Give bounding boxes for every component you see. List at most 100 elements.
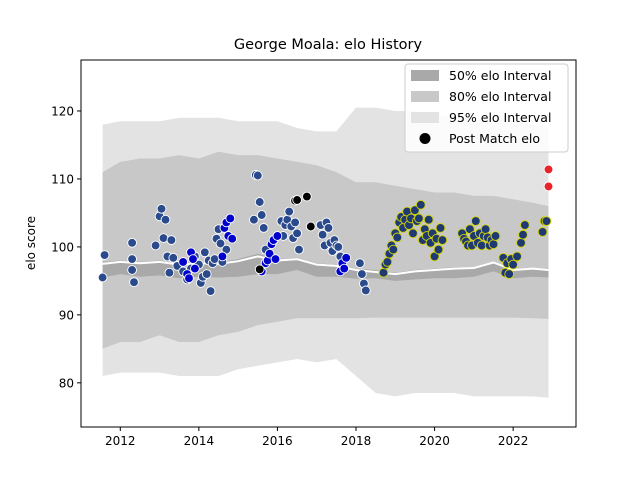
data-point xyxy=(258,223,269,233)
data-point xyxy=(199,247,210,258)
series-3 xyxy=(378,199,552,279)
x-tick-label: 2022 xyxy=(498,434,529,448)
data-point xyxy=(414,213,424,224)
data-point xyxy=(518,229,528,240)
legend-swatch-50 xyxy=(411,70,439,81)
plot-frame xyxy=(80,59,577,428)
data-point xyxy=(339,263,350,274)
data-point xyxy=(225,213,236,224)
legend-swatch-95 xyxy=(411,112,439,123)
data-point xyxy=(264,248,275,259)
data-point xyxy=(164,267,175,278)
data-point xyxy=(423,214,434,225)
data-point xyxy=(508,259,518,270)
data-point xyxy=(360,285,371,296)
data-point xyxy=(156,203,167,214)
data-point xyxy=(215,238,226,249)
chart-title: George Moala: elo History xyxy=(234,37,423,53)
legend-label-95: 95% elo Interval xyxy=(449,110,551,125)
y-axis-label: elo score xyxy=(24,216,38,270)
data-point xyxy=(470,216,481,226)
data-point xyxy=(543,164,554,175)
y-tick-label: 110 xyxy=(51,172,74,186)
legend-swatch-80 xyxy=(411,91,439,102)
data-point xyxy=(480,224,491,235)
data-point xyxy=(323,223,334,233)
data-point xyxy=(166,235,177,245)
x-tick-label: 2020 xyxy=(419,434,450,448)
y-tick-label: 100 xyxy=(51,240,74,254)
data-point xyxy=(217,251,228,262)
data-point xyxy=(129,277,139,288)
data-point xyxy=(290,217,300,228)
y-tick-label: 90 xyxy=(59,308,74,322)
data-point xyxy=(272,231,283,241)
legend: 50% elo Interval 80% elo Interval 95% el… xyxy=(404,63,569,153)
data-point xyxy=(99,250,110,260)
data-point xyxy=(433,244,444,255)
data-point xyxy=(127,237,137,248)
data-point xyxy=(294,244,304,255)
data-point xyxy=(190,263,200,274)
data-point xyxy=(378,267,389,278)
plot-area xyxy=(97,107,554,398)
data-point xyxy=(205,286,216,296)
legend-label-80: 80% elo Interval xyxy=(449,89,551,104)
legend-frame xyxy=(404,63,569,153)
data-point xyxy=(127,265,137,275)
data-point xyxy=(488,239,499,250)
data-point xyxy=(516,237,526,248)
data-point xyxy=(160,214,171,225)
x-tick-label: 2012 xyxy=(105,434,136,448)
data-point xyxy=(317,229,328,240)
x-tick-label: 2018 xyxy=(341,434,372,448)
data-point xyxy=(127,254,137,264)
data-point xyxy=(543,181,554,192)
legend-marker-post-match xyxy=(419,133,431,144)
data-point xyxy=(270,254,281,264)
data-point xyxy=(184,273,194,284)
data-point xyxy=(256,210,267,220)
data-point xyxy=(254,264,265,275)
data-point xyxy=(520,220,530,230)
x-tick-label: 2014 xyxy=(184,434,215,448)
data-point xyxy=(168,252,179,263)
data-point xyxy=(254,197,265,207)
data-point xyxy=(382,257,393,267)
data-point xyxy=(150,240,161,251)
band-50-interval xyxy=(102,253,549,281)
data-point xyxy=(541,216,552,226)
data-point xyxy=(408,228,418,239)
data-point xyxy=(292,195,302,205)
data-point xyxy=(158,233,169,243)
data-point xyxy=(252,170,263,181)
y-tick-label: 80 xyxy=(59,376,74,390)
data-point xyxy=(178,257,188,267)
data-point xyxy=(201,269,212,279)
data-point xyxy=(490,231,501,241)
data-point xyxy=(188,254,198,264)
x-tick-label: 2016 xyxy=(262,434,293,448)
series-0 xyxy=(97,170,371,296)
data-point xyxy=(437,235,448,245)
data-point xyxy=(537,227,548,237)
data-point xyxy=(392,232,403,243)
legend-label-50: 50% elo Interval xyxy=(449,68,551,83)
data-point xyxy=(284,206,295,217)
legend-label-post-match: Post Match elo xyxy=(449,131,540,146)
data-point xyxy=(415,199,426,210)
data-point xyxy=(504,269,515,279)
data-point xyxy=(435,223,446,233)
data-point xyxy=(333,242,344,252)
series-2 xyxy=(254,191,316,275)
data-point xyxy=(512,251,522,262)
data-point xyxy=(97,272,108,283)
data-point xyxy=(357,269,367,279)
data-point xyxy=(249,214,259,225)
series-1 xyxy=(178,213,352,284)
data-point xyxy=(410,205,420,216)
data-point xyxy=(341,252,352,263)
band-80-interval xyxy=(102,151,549,349)
y-tick-label: 120 xyxy=(51,104,74,118)
